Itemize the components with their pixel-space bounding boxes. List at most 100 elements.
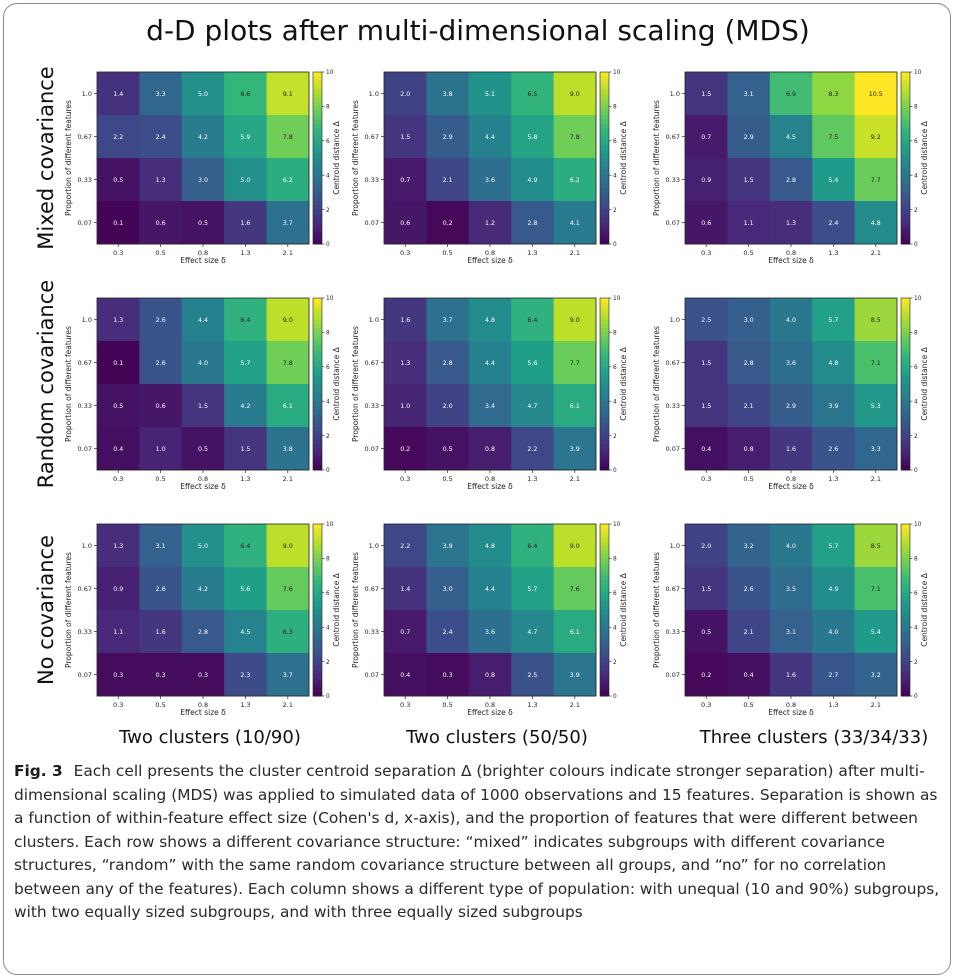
colorbar-tick-label: 0 xyxy=(613,468,617,474)
colorbar-segment xyxy=(313,366,322,372)
colorbar-segment xyxy=(600,353,609,359)
heatmap-cell xyxy=(854,115,898,159)
colorbar-segment xyxy=(313,567,322,572)
colorbar-segment xyxy=(313,375,322,381)
colorbar-segment xyxy=(901,431,910,437)
colorbar-segment xyxy=(901,119,910,125)
heatmap-cell xyxy=(426,427,470,471)
colorbar-segment xyxy=(901,545,910,551)
cell-value-label: 2.8 xyxy=(443,360,453,367)
cell-value-label: 0.6 xyxy=(400,220,410,227)
x-axis-label: Effect size δ xyxy=(768,482,814,491)
heatmap-panel: 1.4 3.3 5.0 6.6 9.1 2.2 2.4 4.2 5.9 7.8 0.5 1.3 3.0 5… xyxy=(64,70,341,265)
colorbar-segment xyxy=(901,209,910,215)
colorbar-segment xyxy=(600,452,609,458)
cell-value-label: 5.0 xyxy=(198,543,208,550)
heatmap-cell xyxy=(769,201,813,245)
colorbar-tick-label: 10 xyxy=(914,522,922,528)
colorbar-segment xyxy=(313,140,322,146)
colorbar-tick-label: 8 xyxy=(914,557,918,563)
cell-value-label: 2.9 xyxy=(786,403,796,410)
heatmap-cell xyxy=(727,72,771,116)
cell-value-label: 7.6 xyxy=(283,586,293,593)
colorbar-segment xyxy=(600,384,609,389)
colorbar-segment xyxy=(313,123,322,129)
heatmap-cell xyxy=(426,158,470,202)
cell-value-label: 6.2 xyxy=(283,177,293,184)
column-label-10-90: Two clusters (10/90) xyxy=(119,727,301,748)
colorbar-segment xyxy=(313,306,322,312)
colorbar-segment xyxy=(600,588,609,594)
colorbar-segment xyxy=(600,665,609,671)
colorbar-tick-label: 6 xyxy=(326,591,330,597)
colorbar-segment xyxy=(313,110,322,116)
colorbar-segment xyxy=(901,310,910,316)
x-tick-label: 0.5 xyxy=(155,475,165,483)
y-tick-label: 0.33 xyxy=(666,628,680,636)
colorbar-segment xyxy=(901,106,910,112)
cell-value-label: 0.2 xyxy=(443,220,453,227)
colorbar-segment xyxy=(901,524,910,529)
colorbar-segment xyxy=(901,375,910,381)
heatmap-cell xyxy=(97,341,140,385)
colorbar-segment xyxy=(313,323,322,329)
heatmap-cell xyxy=(468,384,512,428)
cell-value-label: 2.6 xyxy=(744,586,754,593)
cell-value-label: 1.4 xyxy=(113,91,123,98)
colorbar-segment xyxy=(313,528,322,534)
colorbar-segment xyxy=(901,396,910,402)
colorbar-segment xyxy=(313,401,322,406)
colorbar-segment xyxy=(901,653,910,658)
colorbar-segment xyxy=(600,644,609,650)
colorbar-segment xyxy=(901,218,910,223)
colorbar-segment xyxy=(600,162,609,168)
y-axis-label: Proportion of different features xyxy=(351,100,360,216)
colorbar-segment xyxy=(313,166,322,172)
y-tick-label: 0.07 xyxy=(365,671,379,679)
colorbar-segment xyxy=(313,422,322,428)
heatmap-cell xyxy=(553,567,597,611)
y-tick-label: 1.0 xyxy=(369,542,379,550)
colorbar-segment xyxy=(600,166,609,172)
cell-value-label: 4.7 xyxy=(527,629,537,636)
y-tick-label: 0.33 xyxy=(365,628,379,636)
heatmap-cell xyxy=(224,158,267,202)
colorbar-segment xyxy=(313,158,322,163)
colorbar-segment xyxy=(901,123,910,129)
cell-value-label: 3.8 xyxy=(443,91,453,98)
heatmap-cell xyxy=(468,653,512,697)
cell-value-label: 6.3 xyxy=(283,629,293,636)
heatmap-cell xyxy=(384,653,427,697)
cell-value-label: 0.7 xyxy=(400,177,410,184)
colorbar-segment xyxy=(600,532,609,538)
x-tick-label: 0.8 xyxy=(485,249,495,257)
y-tick-label: 1.0 xyxy=(369,316,379,324)
colorbar-tick-label: 4 xyxy=(914,399,918,405)
colorbar-segment xyxy=(600,93,609,99)
cell-value-label: 4.4 xyxy=(198,317,208,324)
y-tick-label: 0.33 xyxy=(78,402,92,410)
cell-value-label: 0.6 xyxy=(156,403,166,410)
colorbar-segment xyxy=(313,683,322,688)
colorbar-segment xyxy=(600,605,609,611)
x-axis-label: Effect size δ xyxy=(180,708,226,717)
cell-value-label: 4.0 xyxy=(786,317,796,324)
cell-value-label: 4.7 xyxy=(527,403,537,410)
cell-value-label: 2.6 xyxy=(156,360,166,367)
x-tick-label: 0.3 xyxy=(701,249,711,257)
cell-value-label: 1.6 xyxy=(786,672,796,679)
colorbar-segment xyxy=(901,627,910,632)
colorbar-segment xyxy=(313,162,322,168)
colorbar-segment xyxy=(600,427,609,432)
cell-value-label: 5.7 xyxy=(240,360,250,367)
heatmap-cell xyxy=(854,341,898,385)
colorbar-segment xyxy=(600,310,609,316)
heatmap-cell xyxy=(511,610,554,654)
colorbar-tick-label: 6 xyxy=(613,591,617,597)
colorbar-segment xyxy=(313,536,322,542)
colorbar-segment xyxy=(313,218,322,223)
colorbar-frame xyxy=(900,297,911,471)
heatmap-cell xyxy=(854,158,898,202)
cell-value-label: 0.6 xyxy=(701,220,711,227)
heatmap-cell xyxy=(97,524,140,568)
